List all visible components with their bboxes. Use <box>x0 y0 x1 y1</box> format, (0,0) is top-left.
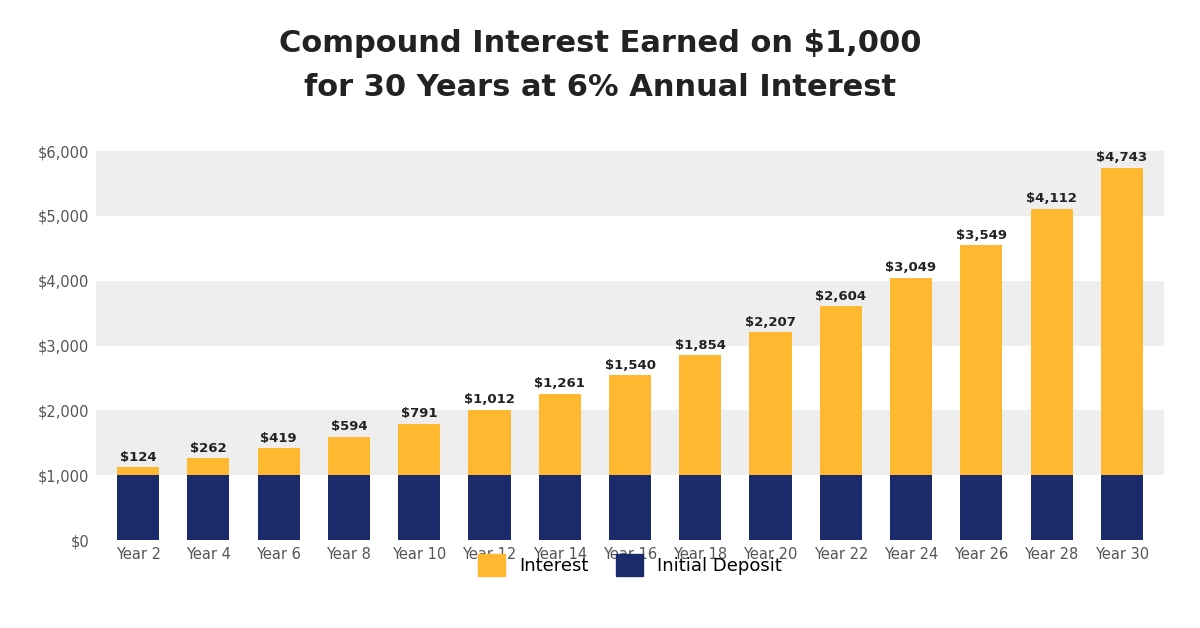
Bar <box>118 475 160 540</box>
Bar <box>328 436 370 475</box>
Text: $4,112: $4,112 <box>1026 192 1078 205</box>
Bar <box>1100 168 1142 475</box>
Bar <box>96 151 1164 216</box>
Text: Compound Interest Earned on $1,000: Compound Interest Earned on $1,000 <box>278 30 922 58</box>
Text: for 30 Years at 6% Annual Interest: for 30 Years at 6% Annual Interest <box>304 73 896 102</box>
Text: $594: $594 <box>331 420 367 433</box>
Bar <box>820 475 862 540</box>
Text: $124: $124 <box>120 451 156 463</box>
Text: $791: $791 <box>401 408 438 420</box>
Bar <box>679 475 721 540</box>
Bar <box>960 245 1002 475</box>
Text: $4,743: $4,743 <box>1097 151 1147 164</box>
Bar <box>820 306 862 475</box>
Text: $262: $262 <box>190 441 227 455</box>
Text: $2,207: $2,207 <box>745 316 796 328</box>
Bar <box>750 475 792 540</box>
Bar <box>890 475 932 540</box>
Bar <box>890 278 932 475</box>
Bar <box>96 411 1164 475</box>
Text: $2,604: $2,604 <box>815 290 866 303</box>
Bar <box>468 475 510 540</box>
Bar <box>608 475 652 540</box>
Text: $419: $419 <box>260 431 296 445</box>
Legend: Interest, Initial Deposit: Interest, Initial Deposit <box>470 547 790 583</box>
Bar <box>398 475 440 540</box>
Bar <box>398 424 440 475</box>
Bar <box>1031 475 1073 540</box>
Bar <box>1031 208 1073 475</box>
Bar <box>679 355 721 475</box>
Bar <box>118 467 160 475</box>
Text: $1,540: $1,540 <box>605 359 655 372</box>
Bar <box>187 458 229 475</box>
Bar <box>258 448 300 475</box>
Bar <box>328 475 370 540</box>
Bar <box>539 475 581 540</box>
Bar <box>539 394 581 475</box>
Bar <box>258 475 300 540</box>
Bar <box>608 376 652 475</box>
Text: $1,854: $1,854 <box>674 338 726 352</box>
Bar <box>1100 475 1142 540</box>
Text: $3,049: $3,049 <box>886 261 937 274</box>
Text: $3,549: $3,549 <box>956 229 1007 242</box>
Bar <box>96 281 1164 345</box>
Text: $1,261: $1,261 <box>534 377 586 390</box>
Bar <box>468 409 510 475</box>
Bar <box>960 475 1002 540</box>
Bar <box>750 332 792 475</box>
Text: $1,012: $1,012 <box>464 393 515 406</box>
Bar <box>187 475 229 540</box>
